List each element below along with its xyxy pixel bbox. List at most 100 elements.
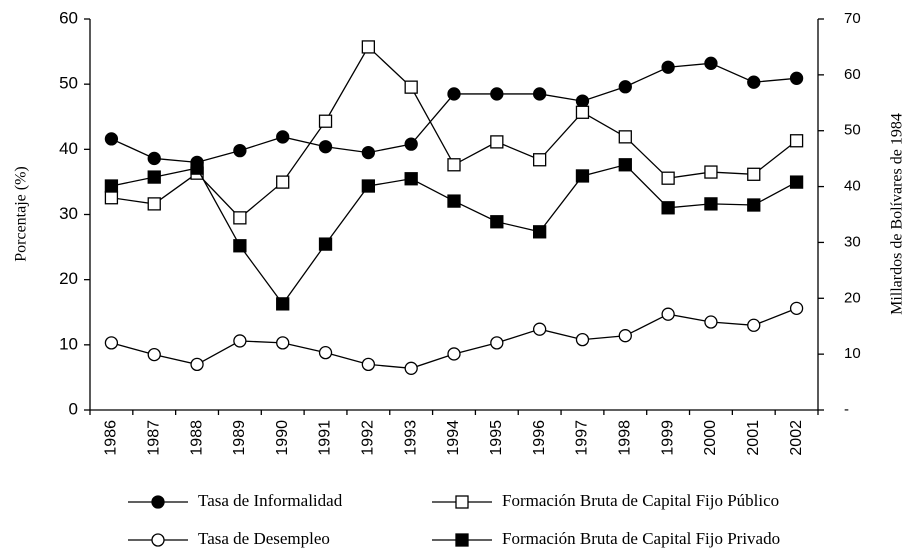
legend-label: Tasa de Informalidad — [198, 491, 343, 510]
point — [661, 201, 675, 215]
x-tick-label: 2002 — [788, 420, 805, 456]
point — [318, 346, 333, 360]
x-tick-label: 1986 — [103, 420, 120, 456]
point — [318, 237, 333, 251]
x-tick-label: 1998 — [617, 420, 634, 456]
x-tick-label: 1995 — [488, 420, 505, 456]
point — [190, 357, 204, 372]
point — [104, 132, 119, 146]
point — [404, 137, 418, 151]
point — [447, 158, 461, 172]
y-tick-label: 50 — [59, 74, 78, 93]
point — [447, 194, 461, 208]
point — [789, 301, 804, 315]
point — [404, 80, 418, 94]
point — [233, 143, 247, 158]
x-tick-label: 1991 — [317, 420, 334, 456]
point — [233, 239, 247, 253]
point — [618, 80, 632, 94]
point — [361, 40, 376, 54]
x-tick-label: 1999 — [659, 420, 676, 456]
point — [104, 336, 119, 350]
y-tick-label: 10 — [59, 334, 78, 353]
point — [704, 165, 718, 179]
point — [575, 105, 590, 119]
point — [704, 315, 718, 329]
point — [618, 329, 632, 343]
point — [747, 167, 761, 181]
y2-tick-label: 60 — [844, 66, 861, 83]
y-tick-label: 40 — [59, 139, 78, 158]
point — [704, 56, 718, 70]
point — [404, 172, 418, 186]
y2-tick-label: 20 — [844, 289, 861, 306]
point — [490, 87, 504, 101]
point — [447, 87, 461, 101]
legend-marker — [151, 495, 165, 509]
point — [532, 225, 547, 239]
point — [575, 94, 590, 108]
x-tick-label: 1992 — [360, 420, 377, 456]
y2-axis-label: Millardos de Bolívares de 1984 — [889, 113, 906, 315]
point — [575, 169, 590, 183]
point — [532, 153, 547, 167]
point — [532, 322, 547, 336]
x-tick-label: 2001 — [745, 420, 762, 456]
y2-tick-label: 10 — [844, 345, 861, 362]
point — [147, 170, 161, 184]
point — [147, 347, 161, 362]
point — [661, 307, 675, 321]
y-tick-label: 0 — [69, 399, 78, 418]
x-tick-label: 1996 — [531, 420, 548, 456]
point — [404, 361, 418, 375]
point — [789, 175, 804, 189]
point — [618, 130, 632, 144]
series-line — [111, 45, 797, 219]
point — [233, 334, 247, 348]
point — [147, 197, 161, 211]
x-tick-label: 1997 — [574, 420, 591, 456]
point — [661, 60, 675, 74]
y2-tick-label: 70 — [844, 10, 861, 27]
point — [104, 191, 119, 205]
legend-marker — [151, 533, 165, 547]
point — [361, 179, 376, 193]
point — [661, 171, 675, 185]
point — [361, 357, 376, 372]
y-axis-label: Porcentaje (%) — [13, 166, 30, 262]
point — [490, 135, 504, 149]
point — [747, 75, 761, 89]
legend-marker — [455, 495, 469, 509]
point — [361, 145, 376, 160]
legend-label: Tasa de Desempleo — [198, 529, 330, 548]
legend-label: Formación Bruta de Capital Fijo Privado — [502, 529, 780, 548]
x-tick-label: 2000 — [702, 420, 719, 456]
point — [276, 336, 290, 350]
point — [276, 297, 290, 311]
point — [318, 140, 333, 154]
x-tick-label: 1994 — [445, 420, 462, 456]
point — [575, 332, 590, 347]
point — [490, 215, 504, 229]
y-tick-label: 30 — [59, 204, 78, 223]
y-tick-label: 60 — [59, 8, 78, 27]
y2-tick-label: 30 — [844, 233, 861, 250]
point — [104, 179, 119, 193]
x-tick-label: 1989 — [231, 420, 248, 456]
point — [618, 158, 632, 172]
legend-label: Formación Bruta de Capital Fijo Público — [502, 491, 779, 510]
y2-tick-label: - — [844, 401, 849, 418]
y2-tick-label: 40 — [844, 178, 861, 195]
point — [190, 161, 204, 175]
x-tick-label: 1993 — [402, 420, 419, 456]
y-tick-label: 20 — [59, 269, 78, 288]
point — [276, 130, 290, 144]
x-tick-label: 1990 — [274, 420, 291, 456]
point — [147, 151, 161, 166]
series-line — [111, 164, 797, 305]
point — [233, 211, 247, 225]
series-line — [111, 62, 797, 164]
point — [789, 71, 804, 85]
point — [747, 198, 761, 212]
